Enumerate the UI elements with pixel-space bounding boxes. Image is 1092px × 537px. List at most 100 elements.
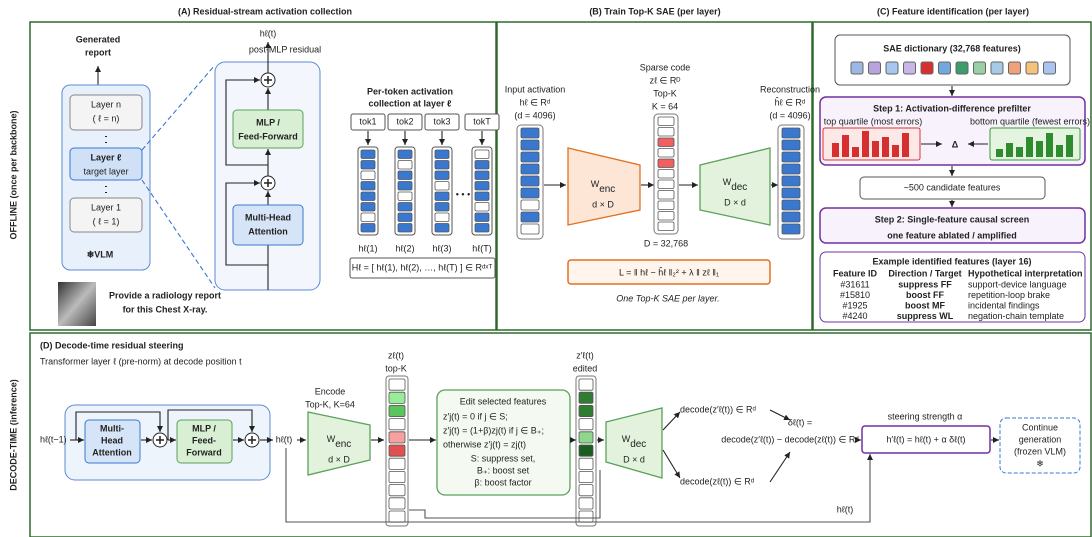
vector-cell: [658, 191, 674, 200]
vector-cell: [658, 170, 674, 179]
label: report: [85, 47, 111, 57]
vector-cell: [398, 171, 412, 180]
histogram-bar: [832, 143, 839, 157]
label: decode(z′ℓ(t)) − decode(zℓ(t)) ∈ Rᵈ: [721, 434, 859, 444]
label: Layer n: [91, 99, 121, 109]
feature-square: [1044, 62, 1056, 74]
vector-cell: [475, 224, 489, 233]
vector-cell: [361, 192, 375, 201]
vector-cell: [435, 224, 449, 233]
label: ❄: [1036, 458, 1044, 468]
label: Head: [101, 435, 123, 445]
label: Transformer layer ℓ (pre-norm) at decode…: [40, 356, 242, 366]
label: #4240: [842, 311, 867, 321]
vector-cell: [475, 171, 489, 180]
vector-cell: [658, 117, 674, 126]
label: • • •: [456, 189, 470, 199]
feature-square: [1026, 62, 1038, 74]
diagram: OFFLINE (once per backbone)DECODE-TIME (…: [0, 0, 1092, 537]
connector: [142, 180, 215, 288]
mlp-box: [233, 110, 303, 148]
label: top-K: [385, 363, 407, 373]
vector-cell: [658, 212, 674, 221]
vector-cell: [782, 140, 800, 150]
vector-cell: [521, 152, 539, 162]
label: Hℓ = [ hℓ(1), hℓ(2), …, hℓ(T) ] ∈ Rᵈˣᵀ: [352, 262, 493, 272]
vector-cell: [579, 458, 593, 469]
vector-cell: [361, 161, 375, 170]
vector-cell: [579, 405, 593, 416]
vector-cell: [579, 379, 593, 390]
label: D = 32,768: [644, 238, 688, 248]
weight-sub: dec: [731, 182, 747, 193]
histogram-bar: [1006, 143, 1013, 157]
vector-cell: [782, 200, 800, 210]
label: hℓ(t): [837, 504, 853, 514]
vector-cell: [398, 203, 412, 212]
label: (frozen VLM): [1014, 446, 1066, 456]
arrow: [663, 412, 680, 430]
label: Feed-: [192, 435, 216, 445]
label: d × D: [592, 199, 614, 209]
label: Sparse code: [640, 62, 691, 72]
label: zℓ(t): [388, 350, 404, 360]
label: Step 1: Activation-difference prefilter: [873, 103, 1031, 113]
label: boost MF: [905, 300, 945, 310]
vector-cell: [389, 379, 405, 390]
vector-cell: [475, 161, 489, 170]
vector-cell: [398, 182, 412, 191]
label: hℓ ∈ Rᵈ: [520, 97, 551, 107]
connector: [142, 65, 215, 150]
label: ( ℓ = n): [93, 113, 120, 123]
vector-cell: [579, 498, 593, 509]
histogram-bar: [852, 147, 859, 157]
label: One Top-K SAE per layer.: [616, 293, 719, 303]
feature-square: [939, 62, 951, 74]
label: #15810: [840, 290, 870, 300]
panel-title: (C) Feature identification (per layer): [877, 6, 1029, 16]
histogram-bar: [902, 133, 909, 157]
vector-cell: [435, 171, 449, 180]
vector-cell: [658, 149, 674, 158]
label: generation: [1019, 434, 1062, 444]
label: Edit selected features: [460, 396, 547, 406]
label: h′ℓ(t) = hℓ(t) + α δℓ(t): [886, 434, 965, 444]
vector-cell: [435, 182, 449, 191]
vector-cell: [389, 485, 405, 496]
label: repetition-loop brake: [968, 290, 1050, 300]
label: Forward: [186, 447, 222, 457]
vector-cell: [782, 188, 800, 198]
label: ❄VLM: [87, 249, 114, 259]
weight-sub: dec: [630, 439, 646, 450]
vector-cell: [782, 128, 800, 138]
vector-cell: [389, 498, 405, 509]
feature-square: [1009, 62, 1021, 74]
label: boost FF: [906, 290, 944, 300]
vector-cell: [579, 432, 593, 443]
vector-cell: [521, 164, 539, 174]
vector-cell: [521, 140, 539, 150]
vector-cell: [435, 150, 449, 159]
vector-cell: [782, 164, 800, 174]
weight-sub: enc: [599, 184, 615, 195]
label: SAE dictionary (32,768 features): [883, 43, 1021, 53]
vector-cell: [658, 128, 674, 137]
feature-square: [921, 62, 933, 74]
histogram-bar: [1066, 135, 1073, 157]
vector-cell: [521, 200, 539, 210]
label: ĥℓ ∈ Rᵈ: [775, 96, 806, 107]
vector-cell: [579, 485, 593, 496]
label: top quartile (most errors): [824, 116, 923, 126]
label: Layer 1: [91, 202, 121, 212]
label: z′j(t) = 0 if j ∈ S;: [443, 411, 508, 421]
label: hℓ(t−1): [40, 434, 67, 444]
vector-cell: [658, 201, 674, 210]
vector-cell: [521, 224, 539, 234]
label: z′j(t) = (1+β)zj(t) if j ∈ B₊;: [443, 425, 544, 435]
label: ( ℓ = 1): [93, 216, 120, 226]
page: OFFLINE (once per backbone)DECODE-TIME (…: [0, 0, 1092, 537]
label: Per-token activation: [367, 86, 453, 96]
label: L = ‖ hℓ − ĥℓ ‖₂² + λ ‖ zℓ ‖₁: [619, 266, 719, 277]
label: tok2: [396, 116, 413, 126]
vector-cell: [389, 471, 405, 482]
